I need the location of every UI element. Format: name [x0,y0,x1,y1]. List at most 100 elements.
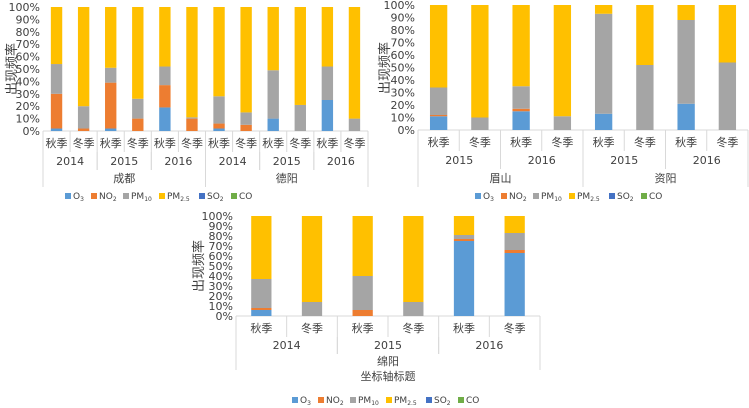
legend-item-CO: CO [458,396,479,406]
legend-swatch [475,193,481,199]
x-axis-title: 坐标轴标题 [361,369,416,383]
year-label: 2014 [56,155,84,168]
y-tick-label: 60% [209,250,233,263]
legend-item-SO2: SO2 [199,192,224,203]
legend-label: CO [239,192,252,202]
season-label: 冬季 [181,136,203,150]
bar-segment-NO2 [352,310,373,316]
legend-item-O3: O3 [65,192,84,203]
legend-label: PM2.5 [167,192,190,203]
legend-label: PM10 [131,192,152,203]
bar-segment-PM2.5 [453,216,475,235]
bar-segment-PM2.5 [267,7,279,71]
bar-segment-PM2.5 [240,7,252,113]
y-tick-label: 100% [202,210,233,223]
y-axis-label: 出现频率 [4,43,20,95]
y-tick-label: 50% [209,260,233,273]
legend-swatch [231,193,237,199]
bar-segment-PM2.5 [132,7,144,99]
legend-swatch [533,193,539,199]
bar-segment-PM2.5 [77,7,90,107]
bar-segment-O3 [504,253,525,316]
legend-item-NO2: NO2 [91,192,117,203]
bar-segment-NO2 [429,115,448,117]
bar-segment-NO2 [504,250,525,253]
bar-segment-PM10 [321,66,334,100]
legend-label: NO2 [509,192,527,203]
legend-swatch [569,193,575,199]
y-tick-label: 60% [391,49,415,62]
legend-label: PM2.5 [394,396,417,407]
year-label: 2016 [528,154,556,167]
legend-label: O3 [73,192,84,203]
season-label: 冬季 [716,135,738,149]
bar-segment-PM10 [251,279,272,308]
y-tick-label: 80% [16,26,40,39]
bar-segment-PM10 [213,96,225,124]
season-label: 秋季 [453,321,475,335]
y-tick-label: 30% [391,87,415,100]
season-label: 冬季 [469,135,491,149]
bar-segment-O3 [251,310,272,316]
bar-segment-PM2.5 [50,7,63,65]
bar-segment-PM10 [267,70,279,119]
y-tick-label: 40% [391,74,415,87]
season-label: 秋季 [154,136,176,150]
y-tick-label: 40% [16,75,40,88]
legend-item-PM2.5: PM2.5 [386,396,417,407]
y-tick-label: 50% [16,63,40,76]
bar-segment-PM2.5 [553,5,572,117]
bar-segment-O3 [267,118,279,131]
y-axis-label: 出现频率 [377,42,393,94]
y-tick-label: 100% [384,0,415,12]
legend-swatch [292,397,298,403]
y-tick-label: 50% [391,62,415,75]
season-label: 秋季 [675,135,697,149]
legend-item-SO2: SO2 [426,396,451,407]
season-label: 冬季 [73,136,95,150]
bar-segment-O3 [321,100,334,131]
bar-segment-O3 [213,128,225,131]
legend-label: CO [466,396,479,406]
y-tick-label: 100% [9,1,40,14]
y-tick-label: 10% [209,300,233,313]
bar-segment-O3 [594,113,613,130]
bar-segment-PM10 [50,64,63,94]
y-tick-label: 0% [216,310,233,323]
bar-segment-PM2.5 [594,5,613,14]
year-label: 2014 [219,155,247,168]
legend-label: CO [649,192,662,202]
y-tick-label: 70% [209,240,233,253]
chart-1: 0%10%20%30%40%50%60%70%80%90%100%出现频率秋季冬… [4,1,369,203]
bar-segment-PM2.5 [159,7,171,67]
bar-segment-PM10 [77,106,90,129]
y-tick-label: 90% [391,12,415,25]
bar-segment-PM10 [718,62,737,130]
y-axis-label: 出现频率 [191,240,207,292]
y-tick-label: 20% [209,290,233,303]
legend-item-O3: O3 [292,396,311,407]
bar-segment-NO2 [186,118,198,131]
legend-swatch [199,193,205,199]
city-label: 德阳 [276,171,298,185]
legend-label: NO2 [326,396,344,407]
bar-segment-PM10 [453,235,475,239]
bar-segment-NO2 [105,82,117,129]
season-label: 冬季 [551,135,573,149]
bar-segment-PM2.5 [471,5,489,118]
bar-segment-PM10 [105,67,117,83]
season-label: 冬季 [235,136,257,150]
bar-segment-PM10 [512,86,530,109]
bar-segment-PM10 [429,87,448,115]
y-tick-label: 20% [16,100,40,113]
city-label: 绵阳 [377,354,399,368]
legend-label: SO2 [207,192,224,203]
city-label: 资阳 [655,172,677,185]
bar-segment-O3 [512,111,530,130]
legend-swatch [641,193,647,199]
bar-segment-NO2 [159,85,171,108]
bar-segment-NO2 [453,239,475,241]
legend-swatch [159,193,165,199]
legend-swatch [123,193,129,199]
